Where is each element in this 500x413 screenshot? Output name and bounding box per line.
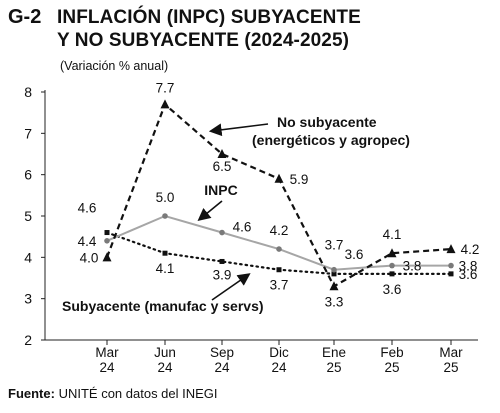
value-label-no-subyacente: 5.9 bbox=[290, 172, 309, 187]
chart-title: INFLACIÓN (INPC) SUBYACENTE Y NO SUBYACE… bbox=[57, 6, 361, 52]
marker-no-subyacente bbox=[387, 248, 397, 258]
value-label-subyacente: 3.6 bbox=[345, 247, 364, 262]
source-label: Fuente: bbox=[8, 386, 55, 401]
series-label-no-subyacente-line1: No subyacente bbox=[277, 114, 377, 130]
y-tick-label: 5 bbox=[24, 208, 32, 224]
marker-subyacente bbox=[162, 250, 168, 256]
chart-title-line2: Y NO SUBYACENTE (2024-2025) bbox=[57, 30, 350, 51]
value-label-no-subyacente: 4.1 bbox=[383, 227, 402, 242]
value-label-subyacente: 3.9 bbox=[213, 267, 232, 282]
y-tick-label: 8 bbox=[24, 84, 32, 100]
marker-inpc bbox=[389, 262, 395, 269]
series-label-inpc: INPC bbox=[204, 182, 237, 198]
value-label-inpc: 4.4 bbox=[78, 234, 97, 249]
x-tick-label: 24 bbox=[99, 360, 115, 375]
value-label-subyacente: 4.6 bbox=[78, 201, 97, 216]
value-label-no-subyacente: 7.7 bbox=[156, 80, 175, 95]
value-label-inpc: 4.2 bbox=[270, 223, 289, 238]
marker-no-subyacente bbox=[329, 281, 339, 291]
series-label-no-subyacente-line2: (energéticos y agropec) bbox=[252, 132, 410, 148]
x-tick-label: 25 bbox=[443, 360, 458, 375]
x-tick-label: Jun bbox=[154, 345, 176, 360]
x-tick-label: Ene bbox=[322, 345, 346, 360]
marker-subyacente bbox=[276, 267, 282, 273]
value-label-subyacente: 3.6 bbox=[459, 267, 478, 282]
marker-no-subyacente bbox=[446, 244, 456, 254]
arrow-subyacente bbox=[211, 273, 251, 301]
y-tick-label: 3 bbox=[24, 291, 32, 307]
source-text: UNITÉ con datos del INEGI bbox=[58, 386, 218, 401]
marker-no-subyacente bbox=[217, 149, 227, 158]
x-tick-label: Dic bbox=[269, 345, 289, 360]
marker-no-subyacente bbox=[102, 252, 112, 262]
marker-subyacente bbox=[331, 271, 337, 277]
x-tick-label: Feb bbox=[380, 345, 403, 360]
x-tick-label: 24 bbox=[271, 360, 287, 375]
x-tick-label: Mar bbox=[439, 345, 463, 360]
value-label-no-subyacente: 4.0 bbox=[80, 250, 99, 265]
marker-inpc bbox=[162, 213, 168, 219]
x-tick-label: 24 bbox=[214, 360, 230, 375]
y-tick-label: 4 bbox=[24, 249, 32, 265]
marker-no-subyacente bbox=[274, 173, 284, 183]
chart-subtitle: (Variación % anual) bbox=[60, 59, 169, 73]
marker-inpc bbox=[331, 266, 337, 273]
arrow-inpc bbox=[197, 200, 223, 222]
marker-subyacente bbox=[389, 271, 395, 277]
marker-no-subyacente bbox=[160, 99, 170, 109]
value-label-no-subyacente: 4.2 bbox=[461, 242, 480, 257]
x-tick-label: 24 bbox=[157, 360, 173, 375]
y-tick-label: 2 bbox=[24, 332, 32, 348]
chart-title-line1: INFLACIÓN (INPC) SUBYACENTE bbox=[57, 7, 361, 28]
marker-subyacente bbox=[104, 230, 110, 236]
value-label-inpc: 3.8 bbox=[403, 259, 422, 274]
value-label-no-subyacente: 6.5 bbox=[213, 159, 232, 174]
series-label-subyacente: Subyacente (manufac y servs) bbox=[62, 298, 264, 314]
marker-inpc bbox=[104, 238, 110, 244]
y-tick-label: 6 bbox=[24, 167, 32, 183]
value-label-subyacente: 3.7 bbox=[270, 278, 289, 293]
x-tick-label: 25 bbox=[326, 360, 341, 375]
x-tick-label: Sep bbox=[210, 345, 234, 360]
value-label-subyacente: 4.1 bbox=[156, 261, 175, 276]
figure-code: G-2 bbox=[8, 6, 42, 28]
value-label-no-subyacente: 3.3 bbox=[325, 294, 344, 309]
x-tick-label: 25 bbox=[384, 360, 399, 375]
marker-inpc bbox=[276, 246, 282, 252]
arrow-no-subyacente bbox=[208, 123, 269, 137]
value-label-inpc: 3.7 bbox=[325, 238, 344, 253]
value-label-subyacente: 3.6 bbox=[383, 282, 402, 297]
x-tick-label: Mar bbox=[95, 345, 119, 360]
marker-subyacente bbox=[448, 271, 454, 277]
y-tick-label: 7 bbox=[24, 125, 32, 141]
value-label-inpc: 3.8 bbox=[459, 259, 478, 274]
value-label-inpc: 5.0 bbox=[156, 190, 175, 205]
marker-inpc bbox=[219, 229, 225, 236]
marker-inpc bbox=[448, 262, 454, 269]
source-note: Fuente: UNITÉ con datos del INEGI bbox=[8, 386, 218, 401]
marker-subyacente bbox=[219, 258, 225, 264]
value-label-inpc: 4.6 bbox=[233, 220, 252, 235]
